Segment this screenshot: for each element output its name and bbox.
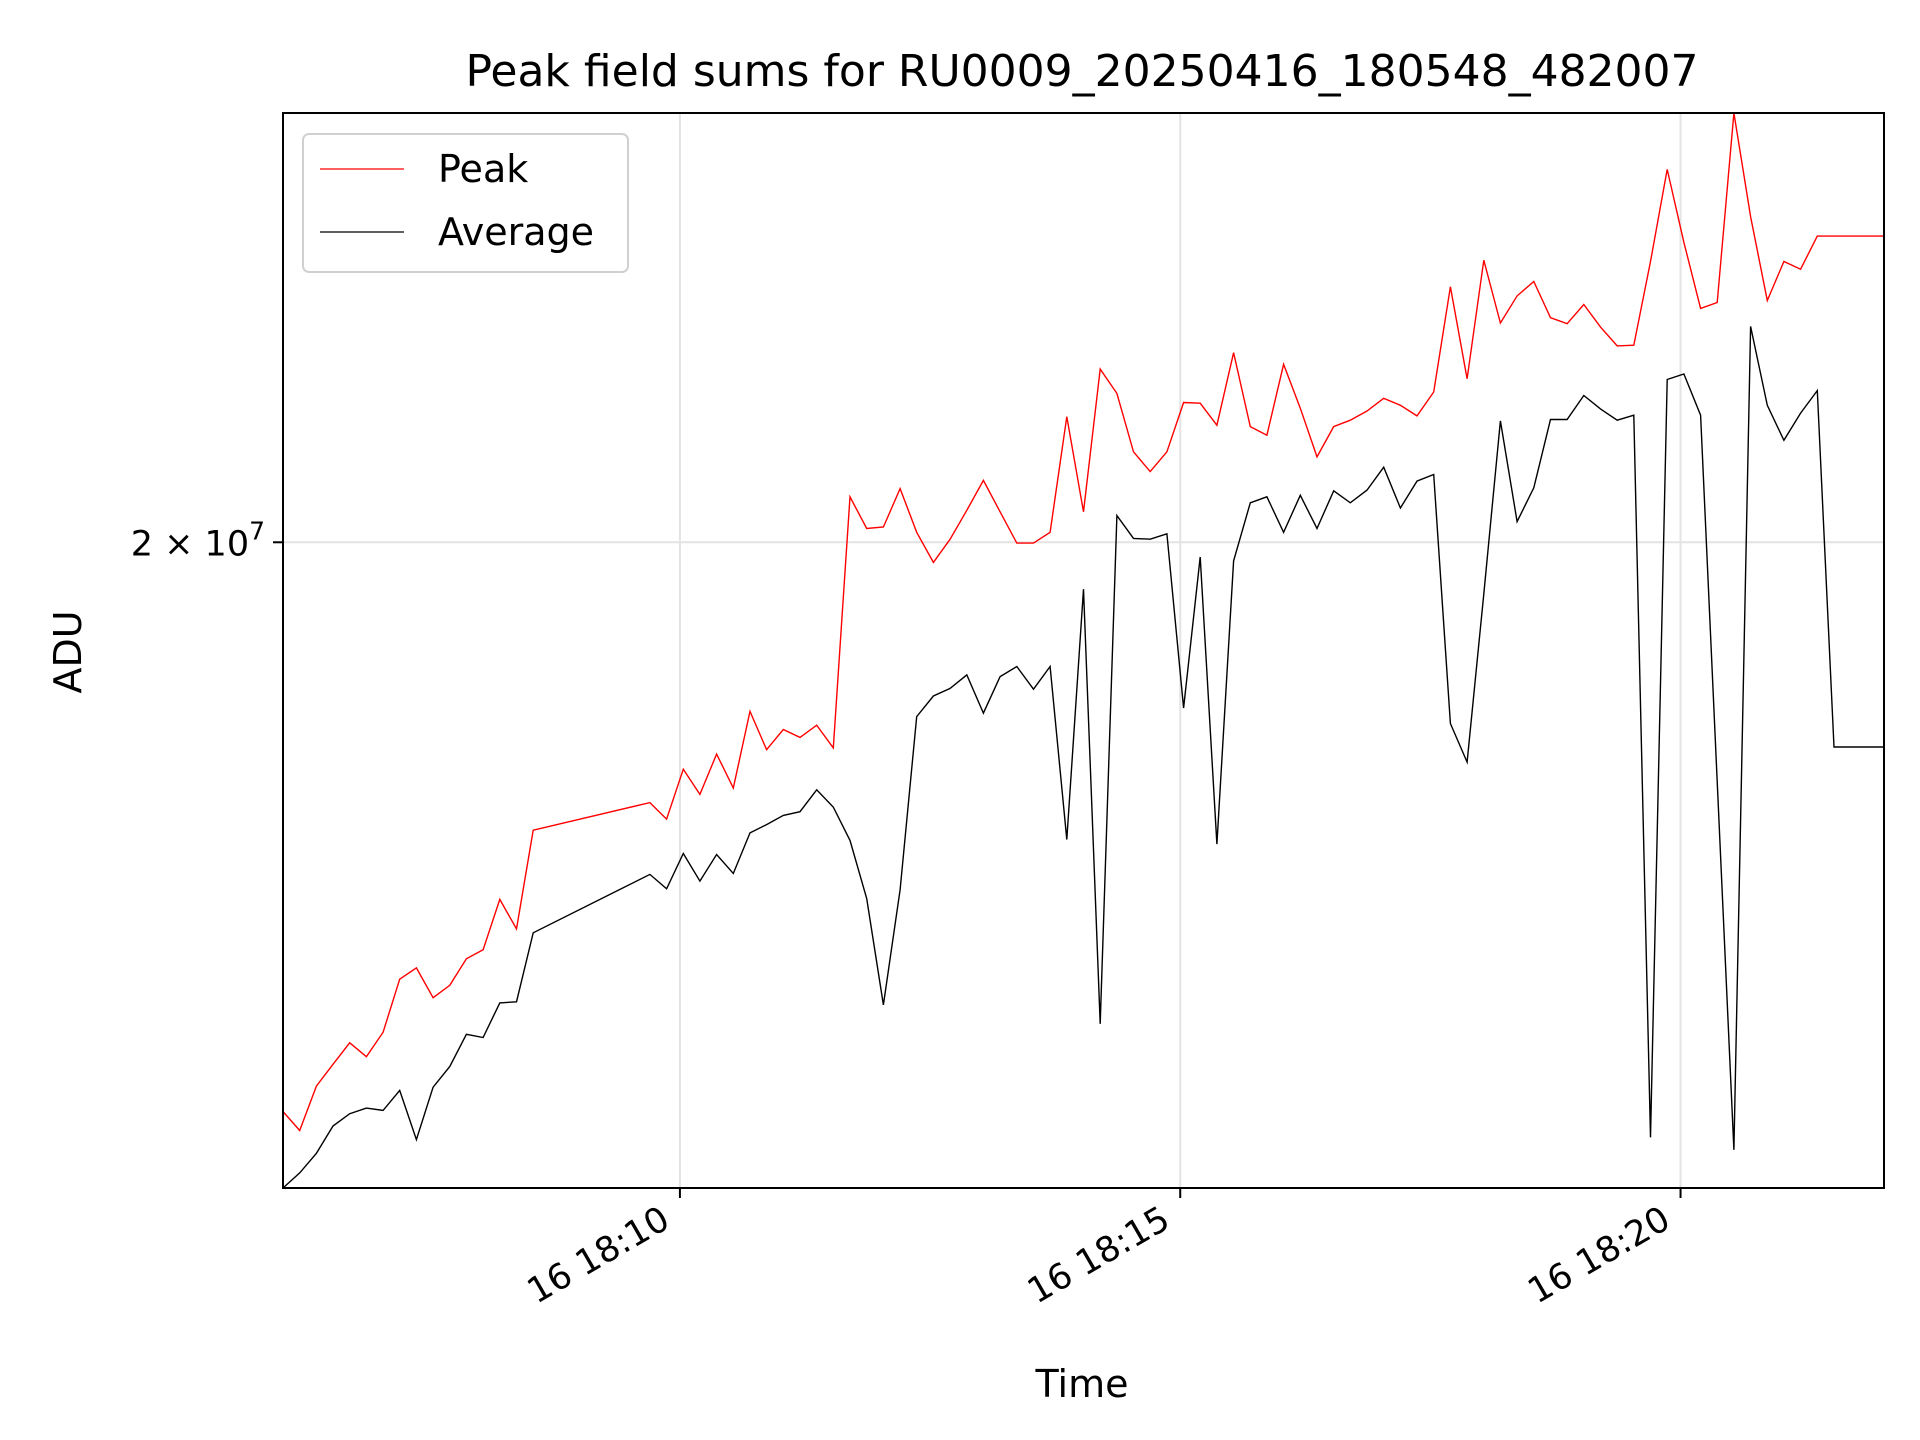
legend-label-average: Average xyxy=(438,210,594,254)
series-line-peak xyxy=(282,112,1884,1132)
y-axis-label: ADU xyxy=(46,610,90,693)
legend: Peak Average xyxy=(302,133,629,273)
legend-label-peak: Peak xyxy=(438,147,528,191)
y-tick-label-base: 2 × 10 xyxy=(131,524,249,564)
y-tick-label: 2 × 107 xyxy=(131,516,265,564)
grid xyxy=(283,113,1884,1188)
chart-title: Peak field sums for RU0009_20250416_1805… xyxy=(465,46,1698,97)
plot-frame xyxy=(282,112,1885,1189)
x-axis-label: Time xyxy=(1035,1362,1129,1406)
series-line-average xyxy=(282,326,1884,1189)
y-tick-label-exponent: 7 xyxy=(249,516,265,545)
plot-lines xyxy=(282,112,1884,1189)
